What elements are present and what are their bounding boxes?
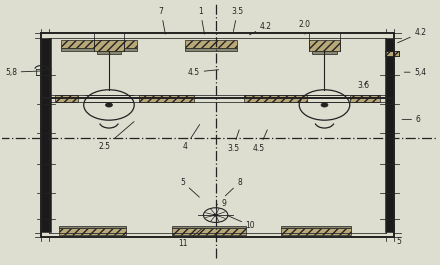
Text: 5,4: 5,4 [404, 68, 426, 77]
Polygon shape [309, 40, 340, 51]
Text: 4.2: 4.2 [398, 28, 426, 43]
Polygon shape [97, 51, 121, 54]
Text: 3.6: 3.6 [358, 81, 370, 90]
Polygon shape [185, 41, 238, 48]
Text: 4.5: 4.5 [253, 130, 268, 153]
Polygon shape [61, 48, 137, 51]
Polygon shape [172, 228, 246, 235]
Circle shape [321, 103, 328, 107]
Text: 1: 1 [198, 7, 205, 34]
Polygon shape [281, 226, 351, 228]
Polygon shape [59, 228, 126, 235]
Polygon shape [139, 95, 194, 101]
Text: 5: 5 [391, 228, 401, 246]
Polygon shape [94, 40, 124, 51]
Polygon shape [55, 95, 78, 101]
Text: 3.5: 3.5 [227, 130, 239, 153]
Text: 5,8: 5,8 [5, 68, 42, 77]
Text: 2.5: 2.5 [99, 122, 134, 151]
Polygon shape [172, 226, 246, 228]
Text: 5: 5 [180, 178, 199, 197]
Text: 9: 9 [217, 199, 227, 208]
Text: 10: 10 [228, 216, 255, 230]
Circle shape [213, 214, 218, 217]
Text: 4.2: 4.2 [249, 22, 272, 35]
Polygon shape [385, 51, 400, 56]
Polygon shape [312, 51, 337, 54]
Text: 4.5: 4.5 [188, 68, 219, 77]
Circle shape [106, 103, 113, 107]
Polygon shape [61, 41, 137, 48]
Polygon shape [385, 38, 394, 232]
Text: 8: 8 [225, 178, 242, 196]
Text: 7: 7 [159, 7, 165, 34]
Polygon shape [185, 48, 238, 51]
Text: 4: 4 [183, 125, 200, 151]
Polygon shape [41, 38, 51, 232]
Polygon shape [350, 95, 380, 101]
Polygon shape [281, 228, 351, 235]
Text: 2.0: 2.0 [299, 20, 311, 34]
Text: 6: 6 [402, 115, 421, 124]
Polygon shape [244, 95, 307, 101]
Text: 3.5: 3.5 [231, 7, 243, 32]
Polygon shape [59, 226, 126, 228]
Text: 11: 11 [178, 229, 202, 249]
